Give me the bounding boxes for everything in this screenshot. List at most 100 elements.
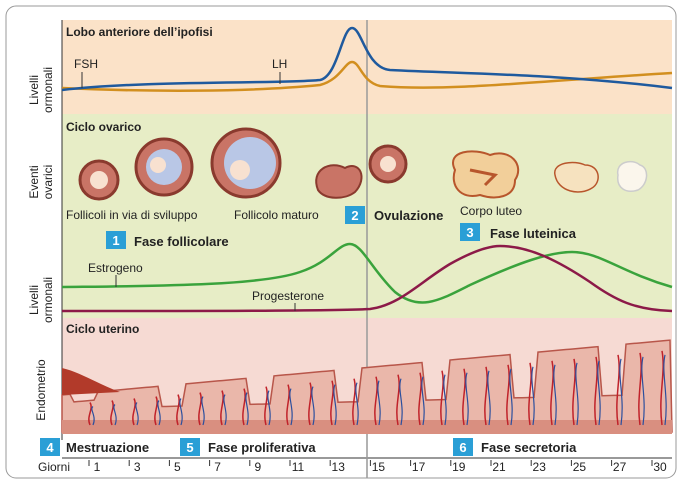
vessel — [465, 372, 469, 426]
vessel — [638, 352, 642, 426]
vessel — [616, 354, 620, 426]
curve-label: Progesterone — [252, 289, 324, 303]
day-label: 5 — [174, 460, 181, 474]
phase-number: 2 — [351, 208, 358, 223]
event-label: Follicoli in via di sviluppo — [66, 208, 198, 222]
vessel — [308, 382, 312, 426]
vessel — [663, 354, 667, 426]
vessel — [641, 356, 645, 426]
day-label: 27 — [613, 460, 627, 474]
vessel — [91, 405, 95, 426]
vessel — [132, 398, 136, 426]
section-title: Ciclo ovarico — [66, 120, 141, 134]
follicles — [78, 127, 648, 201]
axis-label: Livelli — [27, 75, 41, 105]
vessel — [396, 374, 400, 426]
vessel — [509, 368, 513, 426]
day-label: 19 — [452, 460, 466, 474]
vessel — [550, 360, 554, 426]
day-label: 3 — [134, 460, 141, 474]
vessel — [377, 380, 381, 426]
event-label: Corpo luteo — [460, 204, 522, 218]
vessel — [311, 386, 315, 426]
axis-label: ovarici — [41, 165, 55, 200]
day-label: 13 — [332, 460, 346, 474]
day-label: 11 — [292, 460, 305, 474]
phase-badges: 1 2 3 4 5 6 — [40, 206, 480, 456]
vessel — [487, 370, 491, 426]
estrogen-curve — [61, 242, 673, 304]
vessel — [330, 380, 334, 426]
vessel — [289, 388, 293, 426]
vessel — [399, 378, 403, 426]
vessel — [619, 358, 623, 426]
vessel — [660, 350, 664, 426]
myometrium — [62, 420, 672, 434]
phase-name: Fase follicolare — [134, 234, 229, 249]
vessel — [135, 402, 139, 426]
endometrium-tissue — [61, 339, 673, 433]
phase-name: Fase luteinica — [490, 226, 577, 241]
curve-label: FSH — [74, 57, 98, 71]
vessel — [264, 386, 268, 426]
vessel — [286, 384, 290, 426]
vessel — [528, 362, 532, 426]
vessel — [506, 364, 510, 426]
day-label: 15 — [372, 460, 386, 474]
vessel — [594, 356, 598, 426]
vessel — [443, 374, 447, 426]
phase-number: 3 — [466, 225, 473, 240]
phase-name: Mestruazione — [66, 440, 149, 455]
day-label: 25 — [573, 460, 587, 474]
progesterone-curve — [61, 244, 673, 313]
day-label: 7 — [214, 460, 221, 474]
endometrium — [61, 339, 673, 434]
vessel — [176, 394, 180, 426]
phase-name: Ovulazione — [374, 208, 443, 223]
vessel — [572, 358, 576, 426]
day-label: 21 — [492, 460, 506, 474]
axis-label: Endometrio — [34, 359, 48, 421]
phase-number: 6 — [459, 440, 466, 455]
vessel — [484, 366, 488, 426]
section-title: Lobo anteriore dell’ipofisi — [66, 25, 213, 39]
vessel — [355, 382, 359, 426]
day-label: 23 — [533, 460, 547, 474]
axis-label: Livelli — [27, 285, 41, 315]
section-title: Ciclo uterino — [66, 322, 139, 336]
vessel — [553, 364, 557, 426]
vessel — [462, 368, 466, 426]
vessel — [198, 392, 202, 426]
vessel — [154, 396, 158, 426]
vessel — [267, 390, 271, 426]
days: 1 3 5 7 9 11 13 15 17 19 21 23 25 27 30 — [88, 460, 667, 474]
day-label: 9 — [254, 460, 261, 474]
vessel — [440, 370, 444, 426]
curve-label: LH — [272, 57, 287, 71]
day-label: 17 — [412, 460, 426, 474]
lh-curve — [61, 26, 673, 92]
vessel — [418, 372, 422, 426]
event-label: Follicolo maturo — [234, 208, 319, 222]
vessel — [245, 392, 249, 426]
axis-label: ormonali — [41, 277, 55, 323]
days-label: Giorni — [38, 460, 70, 474]
phase-number: 5 — [186, 440, 193, 455]
vessel — [113, 404, 117, 426]
vessel — [575, 362, 579, 426]
vessel — [352, 378, 356, 426]
vessel — [110, 400, 114, 426]
day-label: 1 — [94, 460, 101, 474]
vessel — [374, 376, 378, 426]
vessel — [201, 396, 205, 426]
day-label: 30 — [653, 460, 667, 474]
vessel — [179, 398, 183, 426]
axis-label: Eventi — [27, 165, 41, 198]
fsh-curve — [61, 60, 673, 92]
phase-name: Fase proliferativa — [208, 440, 316, 455]
curve-label: Estrogeno — [88, 261, 143, 275]
phase-number: 4 — [46, 440, 54, 455]
vessel — [531, 366, 535, 426]
vessel — [220, 390, 224, 426]
